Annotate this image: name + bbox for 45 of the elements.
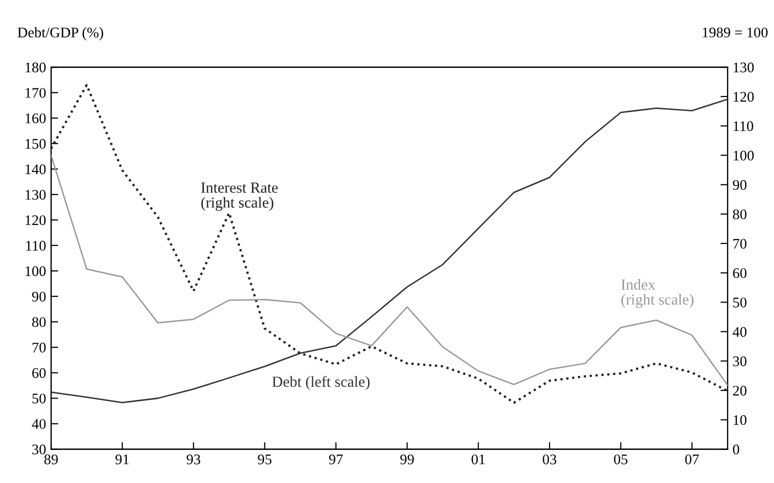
series-label: Debt (left scale)	[272, 376, 370, 390]
series-label: Index (right scale)	[621, 279, 694, 308]
y2-tick-label: 80	[732, 209, 746, 220]
y2-tick-label: 110	[734, 121, 754, 132]
y2-tick-label: 50	[733, 298, 746, 308]
y2-tick-label: 40	[732, 326, 746, 337]
y2-tick-label: 90	[732, 180, 746, 190]
y-tick-label: 100	[26, 266, 46, 276]
x-tick-label: 01	[472, 454, 485, 464]
y2-tick-label: 0	[732, 444, 740, 454]
y-tick-label: 110	[26, 240, 46, 251]
y-tick-label: 180	[26, 62, 46, 72]
y-tick-label: 90	[32, 292, 46, 302]
x-tick-label: 03	[542, 454, 556, 464]
y-tick-label: 120	[26, 215, 46, 226]
y-tick-label: 70	[32, 342, 46, 353]
y2-tick-label: 20	[733, 386, 746, 396]
series-label: Interest Rate (right scale)	[201, 182, 278, 211]
y-tick-label: 80	[32, 317, 46, 328]
y2-tick-label: 30	[733, 356, 746, 366]
x-tick-label: 93	[186, 454, 200, 464]
x-tick-label: 97	[329, 454, 343, 464]
x-tick-label: 95	[258, 454, 272, 464]
y-tick-label: 150	[26, 138, 46, 149]
y-tick-label: 40	[32, 419, 46, 429]
y-tick-label: 60	[32, 368, 46, 378]
y2-tick-label: 100	[734, 150, 754, 161]
y-tick-label: 170	[26, 88, 46, 98]
y2-tick-label: 70	[733, 238, 746, 249]
x-tick-label: 91	[115, 454, 129, 464]
y-tick-label: 130	[26, 190, 46, 200]
y-tick-label: 160	[26, 113, 46, 124]
y-tick-label: 30	[32, 444, 46, 454]
y-axis-title: Debt/GDP (%)	[18, 27, 104, 40]
x-tick-label: 89	[44, 454, 58, 464]
y2-axis-title: 1989 = 100	[702, 28, 768, 38]
y2-tick-label: 60	[733, 268, 746, 278]
x-tick-label: 05	[614, 454, 628, 464]
y2-tick-label: 130	[734, 62, 754, 72]
y-tick-label: 50	[32, 394, 46, 404]
y2-tick-label: 10	[734, 415, 746, 426]
y-tick-label: 140	[26, 164, 46, 174]
x-tick-label: 07	[685, 454, 699, 464]
y2-tick-label: 120	[734, 92, 754, 102]
x-tick-label: 99	[400, 454, 414, 464]
